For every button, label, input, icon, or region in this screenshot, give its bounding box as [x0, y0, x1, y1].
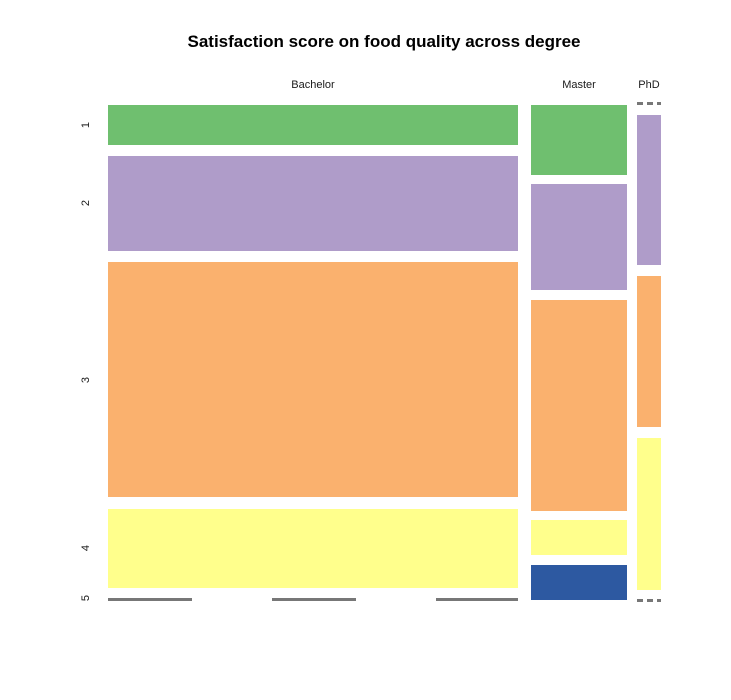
column-label-phd: PhD: [638, 79, 660, 91]
zero-line-phd-row1: [637, 102, 661, 105]
segment-master-row5: [531, 565, 627, 600]
segment-bachelor-row2: [108, 156, 518, 251]
segment-phd-row4: [637, 438, 661, 590]
y-axis-label-2: 2: [80, 199, 92, 207]
segment-phd-row2: [637, 115, 661, 265]
segment-master-row1: [531, 105, 627, 175]
segment-master-row2: [531, 184, 627, 290]
y-axis-label-5: 5: [80, 594, 92, 602]
segment-master-row4: [531, 520, 627, 555]
segment-phd-row3: [637, 276, 661, 427]
zero-line-phd-row5: [637, 599, 661, 602]
column-label-bachelor: Bachelor: [291, 79, 335, 91]
segment-master-row3: [531, 300, 627, 511]
segment-bachelor-row1: [108, 105, 518, 145]
y-axis-label-3: 3: [80, 376, 92, 384]
segment-bachelor-row3: [108, 262, 518, 497]
y-axis-label-4: 4: [80, 544, 92, 552]
chart-title: Satisfaction score on food quality acros…: [187, 32, 581, 51]
segment-bachelor-row4: [108, 509, 518, 588]
column-label-master: Master: [562, 79, 596, 91]
zero-line-bachelor-row5: [108, 598, 518, 601]
y-axis-label-1: 1: [80, 121, 92, 129]
